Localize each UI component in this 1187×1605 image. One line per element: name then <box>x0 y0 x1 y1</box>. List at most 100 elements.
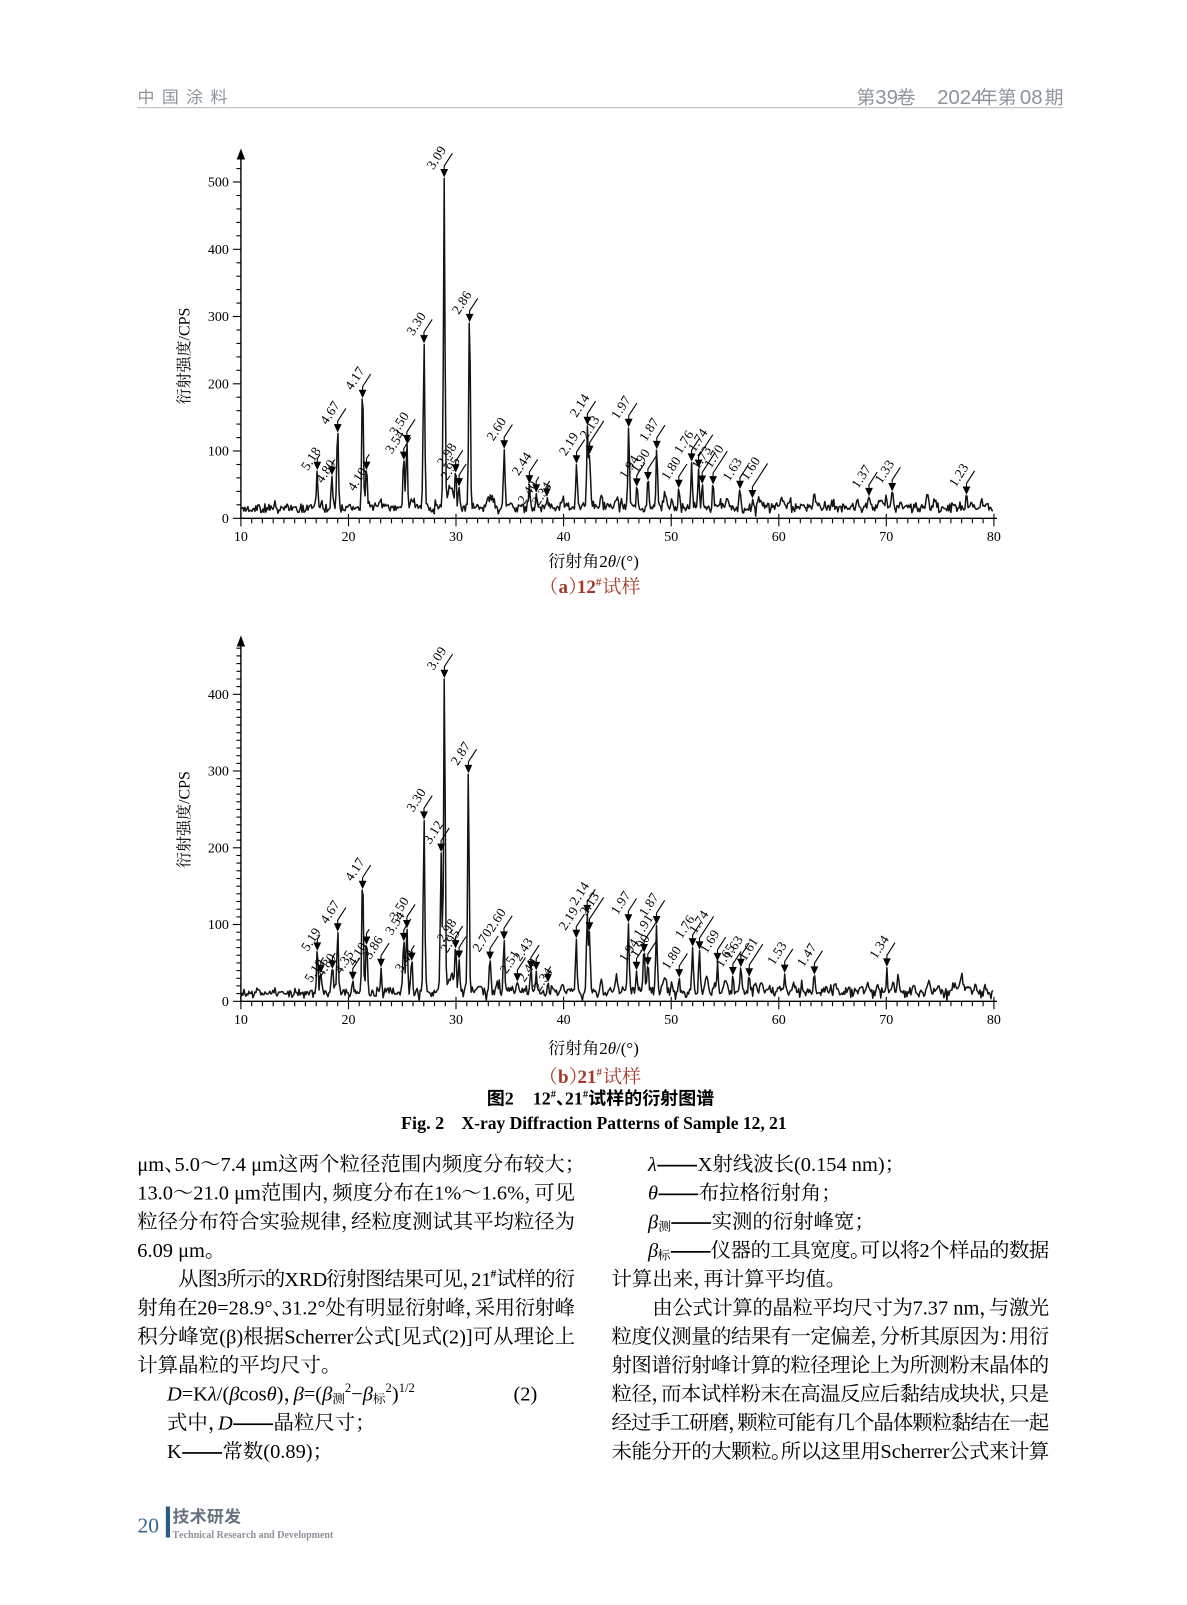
svg-text:2: 2 <box>920 1240 930 1262</box>
svg-text:400: 400 <box>208 688 229 703</box>
svg-text:°: ° <box>626 1039 633 1058</box>
svg-text:2: 2 <box>599 1039 608 1058</box>
svg-text:50: 50 <box>664 1013 678 1028</box>
svg-text:K: K <box>167 1441 182 1463</box>
svg-text:XRD: XRD <box>284 1269 327 1291</box>
svg-text:): ) <box>277 1384 284 1406</box>
svg-text:=K: =K <box>182 1384 208 1406</box>
svg-text:[: [ <box>394 1326 401 1348</box>
svg-text:40: 40 <box>557 1013 571 1028</box>
svg-text:30: 30 <box>449 1013 463 1028</box>
svg-text:β: β <box>293 1384 305 1406</box>
svg-text:100: 100 <box>208 918 229 933</box>
svg-text:31.2°: 31.2° <box>282 1298 326 1320</box>
svg-text:θ: θ <box>648 1183 658 1205</box>
svg-text:10: 10 <box>234 530 248 545</box>
svg-text:D: D <box>166 1384 182 1406</box>
svg-text:λ: λ <box>207 1384 217 1406</box>
svg-text:21.0 μm: 21.0 μm <box>193 1183 261 1205</box>
svg-text:20: 20 <box>342 530 356 545</box>
svg-text:300: 300 <box>208 310 229 325</box>
svg-text:/(: /( <box>217 1384 230 1406</box>
svg-text:/(: /( <box>616 1039 627 1058</box>
svg-text:2024: 2024 <box>937 87 982 109</box>
svg-text:β: β <box>647 1240 659 1262</box>
svg-text:a: a <box>559 577 569 598</box>
svg-text:Fig. 2: Fig. 2 <box>401 1113 444 1133</box>
svg-text:80: 80 <box>987 1013 1001 1028</box>
svg-text:λ: λ <box>647 1154 657 1176</box>
svg-text:2: 2 <box>345 1381 351 1395</box>
svg-text:2: 2 <box>386 1381 392 1395</box>
svg-text:#: # <box>597 1066 603 1078</box>
svg-text:(0.154 nm): (0.154 nm) <box>794 1154 885 1176</box>
svg-text:D: D <box>217 1413 233 1435</box>
svg-text:200: 200 <box>208 377 229 392</box>
svg-text:°: ° <box>626 552 633 571</box>
svg-text:70: 70 <box>879 530 893 545</box>
svg-text:X-ray Diffraction Patterns of: X-ray Diffraction Patterns of Sample 12,… <box>462 1113 787 1133</box>
svg-text:θ: θ <box>267 1384 277 1406</box>
svg-text:X: X <box>698 1154 713 1176</box>
svg-text:0: 0 <box>222 995 229 1010</box>
svg-text:12: 12 <box>577 577 596 598</box>
svg-text:β: β <box>228 1384 240 1406</box>
svg-text:Scherrer: Scherrer <box>284 1326 353 1348</box>
svg-text:/(: /( <box>616 552 627 571</box>
svg-text:β: β <box>362 1384 374 1406</box>
svg-text:2: 2 <box>599 552 608 571</box>
svg-text:#: # <box>596 576 602 588</box>
svg-text:#: # <box>551 1089 557 1100</box>
svg-text:20: 20 <box>138 1514 160 1538</box>
svg-text:400: 400 <box>208 243 229 258</box>
svg-text:50: 50 <box>664 530 678 545</box>
svg-text:30: 30 <box>449 530 463 545</box>
svg-text:Scherrer: Scherrer <box>880 1441 949 1463</box>
svg-text:θ: θ <box>608 1039 616 1058</box>
svg-text:Technical Research and Develop: Technical Research and Development <box>173 1530 334 1541</box>
svg-text:39: 39 <box>875 87 898 109</box>
svg-text:/CPS: /CPS <box>177 308 194 341</box>
svg-text:60: 60 <box>772 530 786 545</box>
svg-text:1/2: 1/2 <box>399 1381 415 1395</box>
svg-text:1.6%: 1.6% <box>482 1183 524 1205</box>
svg-text:=(: =( <box>304 1384 322 1406</box>
svg-text:5.0: 5.0 <box>175 1154 201 1176</box>
svg-text:7.37 nm: 7.37 nm <box>913 1298 980 1320</box>
svg-text:β: β <box>647 1211 659 1233</box>
svg-text:2θ=28.9°: 2θ=28.9° <box>197 1298 272 1320</box>
svg-text:#: # <box>491 1267 497 1281</box>
svg-text:3: 3 <box>217 1269 227 1291</box>
svg-text:#: # <box>583 1089 589 1100</box>
svg-text:): ) <box>633 552 639 571</box>
svg-text:): ) <box>633 1039 639 1058</box>
svg-text:200: 200 <box>208 841 229 856</box>
svg-text:100: 100 <box>208 445 229 460</box>
svg-text:/CPS: /CPS <box>177 771 194 804</box>
svg-text:6.09 μm: 6.09 μm <box>137 1240 205 1262</box>
svg-text:08: 08 <box>1020 87 1043 109</box>
svg-text:μm: μm <box>137 1154 164 1176</box>
svg-text:60: 60 <box>772 1013 786 1028</box>
svg-text:(2)]: (2)] <box>442 1326 473 1348</box>
svg-text:b: b <box>558 1067 569 1088</box>
svg-text:β: β <box>321 1384 333 1406</box>
svg-text:20: 20 <box>342 1013 356 1028</box>
svg-text:(0.89): (0.89) <box>263 1441 312 1463</box>
svg-text:0: 0 <box>222 512 229 527</box>
svg-text:7.4 μm: 7.4 μm <box>221 1154 279 1176</box>
svg-text:1%: 1% <box>434 1183 461 1205</box>
svg-text:80: 80 <box>987 530 1001 545</box>
svg-text:cos: cos <box>239 1384 266 1406</box>
svg-text:10: 10 <box>234 1013 248 1028</box>
svg-text:2: 2 <box>505 1089 514 1109</box>
svg-text:θ: θ <box>608 552 616 571</box>
svg-text:(β): (β) <box>219 1326 243 1348</box>
svg-text:−: − <box>351 1384 363 1406</box>
svg-text:12: 12 <box>533 1089 551 1109</box>
svg-text:40: 40 <box>557 530 571 545</box>
svg-text:(2): (2) <box>514 1384 538 1406</box>
svg-text:300: 300 <box>208 765 229 780</box>
svg-text:13.0: 13.0 <box>137 1183 173 1205</box>
svg-text:21: 21 <box>471 1269 491 1291</box>
